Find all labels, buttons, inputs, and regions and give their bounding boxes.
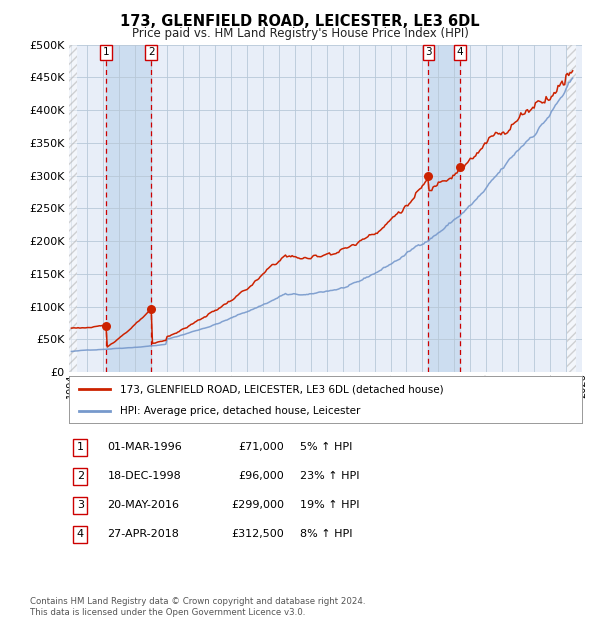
Text: Contains HM Land Registry data © Crown copyright and database right 2024.
This d: Contains HM Land Registry data © Crown c… — [30, 598, 365, 617]
Text: 18-DEC-1998: 18-DEC-1998 — [107, 471, 181, 481]
Text: 27-APR-2018: 27-APR-2018 — [107, 529, 179, 539]
Text: 8% ↑ HPI: 8% ↑ HPI — [300, 529, 352, 539]
Text: 2: 2 — [148, 47, 154, 58]
Bar — [106, 45, 151, 372]
Text: HPI: Average price, detached house, Leicester: HPI: Average price, detached house, Leic… — [121, 406, 361, 416]
Text: 173, GLENFIELD ROAD, LEICESTER, LE3 6DL (detached house): 173, GLENFIELD ROAD, LEICESTER, LE3 6DL … — [121, 384, 444, 394]
Text: 2: 2 — [77, 471, 84, 481]
Bar — [567, 45, 577, 372]
Text: £96,000: £96,000 — [239, 471, 284, 481]
Text: £71,000: £71,000 — [239, 442, 284, 452]
Text: Price paid vs. HM Land Registry's House Price Index (HPI): Price paid vs. HM Land Registry's House … — [131, 27, 469, 40]
Text: 3: 3 — [425, 47, 432, 58]
Text: 19% ↑ HPI: 19% ↑ HPI — [300, 500, 359, 510]
Text: 20-MAY-2016: 20-MAY-2016 — [107, 500, 179, 510]
Text: 23% ↑ HPI: 23% ↑ HPI — [300, 471, 359, 481]
Text: £299,000: £299,000 — [232, 500, 284, 510]
Bar — [428, 45, 460, 372]
Text: 4: 4 — [457, 47, 463, 58]
Text: 5% ↑ HPI: 5% ↑ HPI — [300, 442, 352, 452]
Text: 1: 1 — [103, 47, 109, 58]
Text: 1: 1 — [77, 442, 84, 452]
Bar — [69, 45, 77, 372]
Text: 4: 4 — [77, 529, 84, 539]
Text: 173, GLENFIELD ROAD, LEICESTER, LE3 6DL: 173, GLENFIELD ROAD, LEICESTER, LE3 6DL — [120, 14, 480, 29]
Text: 01-MAR-1996: 01-MAR-1996 — [107, 442, 182, 452]
Text: 3: 3 — [77, 500, 84, 510]
Text: £312,500: £312,500 — [232, 529, 284, 539]
